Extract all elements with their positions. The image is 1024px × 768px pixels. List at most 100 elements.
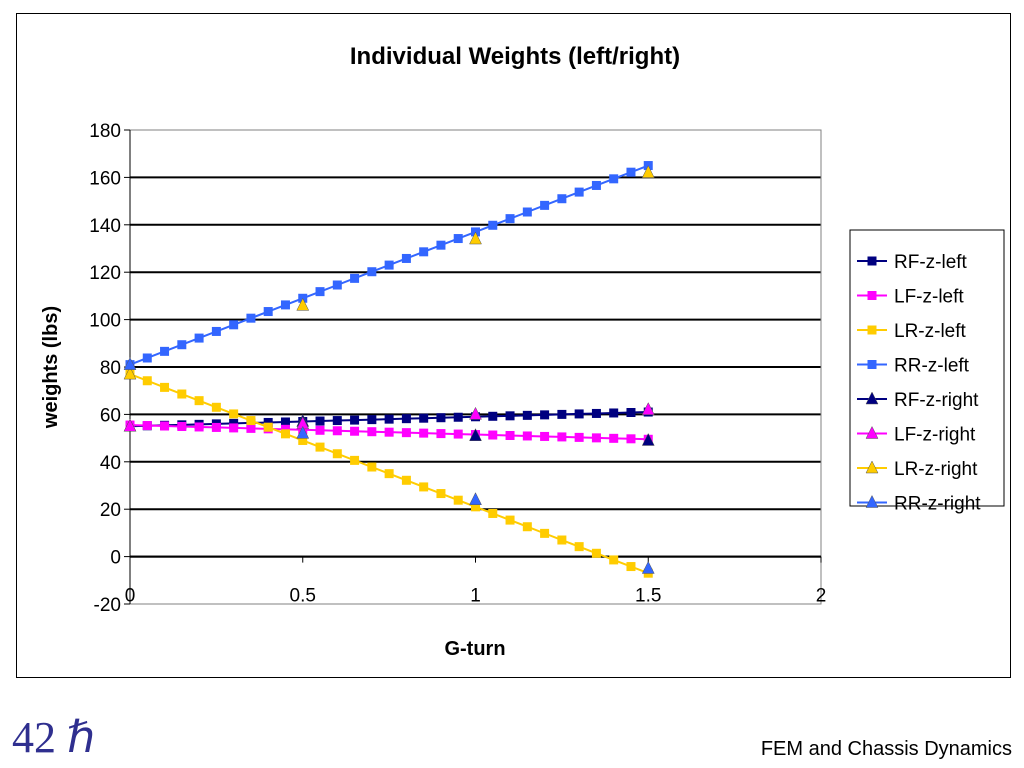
data-point	[401, 414, 411, 424]
data-point	[557, 409, 567, 419]
data-point	[384, 414, 394, 424]
y-tick-label: -20	[94, 595, 121, 616]
data-point	[315, 442, 325, 452]
data-point	[315, 425, 325, 435]
data-point	[123, 357, 137, 370]
legend-item: LF-z-left	[857, 287, 964, 308]
data-point	[591, 408, 601, 418]
y-tick-label: 40	[100, 453, 121, 474]
data-point	[591, 433, 601, 443]
data-point	[574, 432, 584, 442]
data-point	[469, 406, 482, 420]
data-point	[626, 408, 636, 418]
data-point	[350, 426, 360, 436]
slide-number: 42 ℏ	[12, 713, 95, 762]
legend-label: RF-z-left	[894, 252, 968, 273]
data-point	[315, 416, 325, 426]
data-point	[522, 522, 532, 532]
legend-marker	[867, 325, 877, 335]
data-point	[574, 187, 584, 197]
x-tick-label: 0	[125, 586, 136, 607]
legend-marker	[865, 425, 879, 439]
data-point	[540, 431, 550, 441]
data-point	[505, 411, 515, 421]
data-point	[401, 475, 411, 485]
x-tick-label: 2	[816, 586, 827, 607]
x-tick-label: 1	[470, 586, 481, 607]
series-lr-z-left	[125, 369, 653, 578]
data-point	[609, 555, 619, 565]
legend-marker	[867, 291, 877, 300]
data-point	[280, 300, 290, 310]
data-point	[367, 427, 377, 437]
legend-marker	[867, 360, 877, 369]
data-point	[142, 421, 152, 431]
legend-item: RR-z-left	[857, 356, 970, 377]
y-tick-label: 100	[89, 311, 121, 332]
y-tick-label: 160	[89, 168, 121, 189]
data-point	[609, 174, 619, 184]
data-point	[367, 267, 377, 277]
data-point	[609, 408, 619, 418]
y-tick-label: 20	[100, 500, 121, 521]
chart-frame: -20 0 20 40 60 80 100 120 140 160 180 0 0.5 1 1.5 2 Ind…	[16, 13, 1011, 678]
data-point	[641, 165, 655, 178]
data-point	[540, 410, 550, 420]
data-point	[436, 429, 446, 439]
data-point	[401, 253, 411, 263]
data-point	[626, 562, 636, 572]
data-point	[626, 434, 636, 444]
data-point	[296, 425, 310, 439]
data-point	[505, 515, 515, 525]
data-point	[229, 423, 239, 433]
data-point	[263, 307, 273, 317]
y-tick-label: 120	[89, 263, 121, 284]
data-point	[626, 167, 636, 177]
data-point	[211, 422, 221, 432]
data-point	[160, 421, 170, 431]
data-point	[488, 508, 498, 518]
legend-label: LF-z-right	[894, 425, 976, 446]
data-point	[177, 389, 187, 399]
data-point	[591, 548, 601, 558]
legend-label: LR-z-right	[894, 459, 978, 480]
data-point	[540, 528, 550, 538]
series-lf-z-right	[123, 402, 655, 432]
data-point	[211, 326, 221, 336]
data-point	[229, 409, 239, 419]
slide-footer: FEM and Chassis Dynamics	[760, 738, 1012, 760]
data-point	[315, 287, 325, 297]
data-point	[350, 415, 360, 425]
data-point	[419, 482, 429, 492]
y-tick-label: 80	[100, 358, 121, 379]
y-tick-label: 140	[89, 216, 121, 237]
legend-marker	[865, 494, 879, 508]
data-point	[505, 430, 515, 440]
legend-item: RR-z-right	[857, 494, 981, 515]
data-point	[641, 560, 655, 574]
data-point	[332, 280, 342, 290]
data-point	[384, 427, 394, 437]
data-point	[557, 535, 567, 545]
data-point	[469, 428, 482, 441]
data-point	[194, 333, 204, 343]
data-point	[505, 214, 515, 224]
data-point	[177, 421, 187, 431]
data-point	[332, 416, 342, 426]
data-point	[401, 428, 411, 438]
legend-label: LR-z-left	[894, 321, 967, 342]
data-point	[332, 449, 342, 459]
data-point	[488, 220, 498, 230]
data-point	[522, 431, 532, 441]
series-lf-z-left	[125, 420, 653, 444]
legend-marker	[865, 460, 879, 474]
legend-item: RF-z-right	[857, 390, 979, 411]
data-point	[350, 273, 360, 283]
data-point	[540, 200, 550, 210]
data-point	[641, 402, 655, 415]
data-point	[296, 297, 310, 311]
data-point	[453, 234, 463, 244]
data-point	[123, 366, 137, 380]
data-point	[211, 402, 221, 412]
